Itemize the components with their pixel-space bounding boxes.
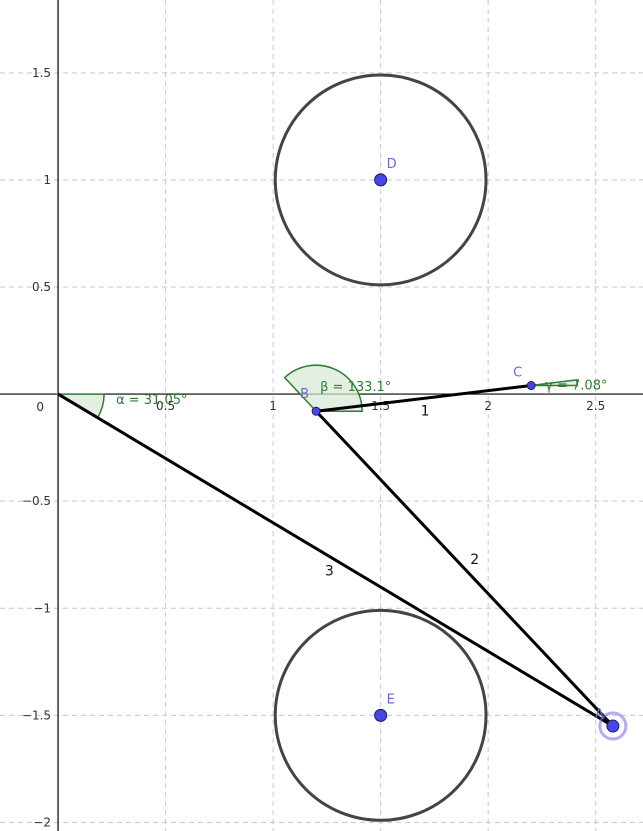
angle-B-label: β = 133.1° [320, 380, 391, 395]
y-tick-label: −2 [33, 815, 51, 829]
x-tick-label: 1 [269, 399, 277, 413]
segment-OA-label: 3 [325, 563, 334, 579]
point-A[interactable] [607, 720, 619, 732]
point-B[interactable] [312, 407, 320, 415]
point-E[interactable] [375, 709, 387, 721]
x-tick-label: 1.5 [371, 399, 390, 413]
y-tick-label: 1.5 [32, 66, 51, 80]
point-E-label: E [387, 692, 395, 707]
point-D[interactable] [375, 174, 387, 186]
segments: 3 2 1 [58, 386, 613, 727]
y-tick-label: −0.5 [22, 494, 51, 508]
x-tick-label: 2 [484, 399, 492, 413]
point-C-label: C [513, 366, 522, 381]
y-tick-label: 1 [43, 173, 51, 187]
segment-OA[interactable] [58, 394, 613, 726]
point-C[interactable] [527, 382, 535, 390]
segment-BA-label: 2 [470, 552, 479, 568]
origin-label: 0 [36, 400, 44, 414]
segment-BC-label: 1 [421, 403, 430, 419]
point-D-label: D [387, 157, 397, 172]
y-tick-label: −1 [33, 601, 51, 615]
angle-O-label: α = 31.05° [116, 393, 187, 408]
point-B-label: B [300, 387, 309, 402]
y-tick-label: −1.5 [22, 708, 51, 722]
y-tick-label: 0.5 [32, 280, 51, 294]
point-A-label: A [595, 707, 604, 722]
x-tick-label: 2.5 [586, 399, 605, 413]
segment-BA[interactable] [316, 411, 613, 726]
circles [275, 75, 486, 820]
angle-C-label: γ = 7.08° [545, 379, 607, 394]
